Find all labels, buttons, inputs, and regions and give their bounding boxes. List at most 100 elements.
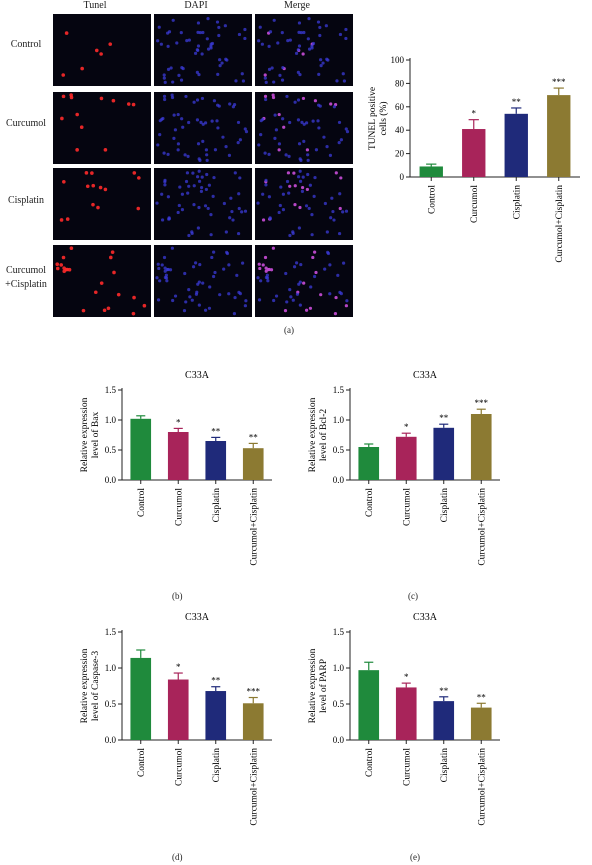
cell-nucleus xyxy=(201,122,205,126)
cell-nucleus xyxy=(210,255,214,260)
y-tick-label: 0.5 xyxy=(333,445,345,455)
chart-title: C33A xyxy=(185,612,210,623)
cell-nucleus xyxy=(132,171,137,175)
row-label-line: Control xyxy=(10,39,42,50)
cell-nucleus xyxy=(235,273,239,277)
cell-nucleus xyxy=(326,251,331,256)
cell-nucleus xyxy=(286,171,291,175)
y-axis-label: Relative expressionlevel of Bax xyxy=(80,397,101,472)
cell-nucleus xyxy=(184,94,188,99)
micrograph-image xyxy=(53,168,151,240)
cell-nucleus xyxy=(338,192,342,196)
bar xyxy=(130,418,152,480)
cell-nucleus xyxy=(230,209,234,214)
cell-nucleus xyxy=(188,295,192,299)
cell-nucleus xyxy=(158,119,162,123)
cell-nucleus xyxy=(173,294,178,298)
cell-nucleus xyxy=(309,285,313,289)
cell-nucleus xyxy=(112,270,116,275)
cell-nucleus xyxy=(337,120,342,125)
cell-nucleus xyxy=(197,72,201,77)
x-tick-label: Curcumol+Cisplatin xyxy=(249,488,259,566)
cell-nucleus xyxy=(271,246,275,250)
cell-nucleus xyxy=(325,230,329,234)
y-tick-label: 60 xyxy=(395,102,405,112)
significance-marker: ** xyxy=(439,686,449,696)
cell-nucleus xyxy=(209,233,213,237)
micrograph-background xyxy=(255,168,353,240)
cell-nucleus xyxy=(210,41,215,46)
cell-nucleus xyxy=(285,94,289,99)
significance-marker: *** xyxy=(475,398,489,408)
cell-nucleus xyxy=(299,30,303,35)
cell-nucleus xyxy=(159,42,163,46)
significance-marker: * xyxy=(176,417,181,427)
micrograph-background xyxy=(255,14,353,86)
cell-nucleus xyxy=(205,172,209,177)
cell-nucleus xyxy=(297,142,302,146)
cell-nucleus xyxy=(213,148,218,152)
cell-nucleus xyxy=(207,306,212,310)
micrograph-image xyxy=(154,245,252,317)
cell-nucleus xyxy=(183,153,187,157)
cell-nucleus xyxy=(339,176,343,180)
cell-nucleus xyxy=(268,216,272,220)
cell-nucleus xyxy=(196,21,201,25)
row-label-control: Control xyxy=(0,38,52,52)
cell-nucleus xyxy=(264,183,268,187)
cell-nucleus xyxy=(160,192,164,196)
cell-nucleus xyxy=(187,38,191,42)
chart-bax: C33A 0.0 0.5 1.0 1.5 Relative expressionlevel… xyxy=(80,370,272,566)
cell-nucleus xyxy=(302,139,306,143)
cell-nucleus xyxy=(311,255,315,260)
cell-nucleus xyxy=(165,279,169,283)
cell-nucleus xyxy=(162,151,166,155)
cell-nucleus xyxy=(304,204,309,208)
cell-nucleus xyxy=(116,292,121,297)
cell-nucleus xyxy=(302,122,306,126)
cell-nucleus xyxy=(213,270,217,275)
cell-nucleus xyxy=(243,36,247,41)
cell-nucleus xyxy=(294,261,299,265)
cell-nucleus xyxy=(93,290,98,295)
cell-nucleus xyxy=(256,201,260,205)
column-header-merge: Merge xyxy=(284,0,310,11)
cell-nucleus xyxy=(196,142,201,146)
cell-nucleus xyxy=(279,185,283,189)
cell-nucleus xyxy=(132,295,136,300)
cell-nucleus xyxy=(231,218,235,222)
micrograph-image xyxy=(154,168,252,240)
row-label-line: Curcumol xyxy=(6,118,46,129)
cell-nucleus xyxy=(227,153,232,157)
cell-nucleus xyxy=(165,268,169,272)
cell-nucleus xyxy=(289,295,293,299)
cell-nucleus xyxy=(281,192,286,196)
cell-nucleus xyxy=(313,175,317,180)
cell-nucleus xyxy=(293,100,297,104)
cell-nucleus xyxy=(341,72,345,76)
row-label-cisplatin: Cisplatin xyxy=(0,194,52,208)
micrograph-background xyxy=(255,245,353,317)
cell-nucleus xyxy=(283,309,288,313)
y-tick-label: 1.5 xyxy=(333,627,345,637)
cell-nucleus xyxy=(264,97,268,102)
y-tick-label: 20 xyxy=(395,149,405,159)
cell-nucleus xyxy=(240,210,244,214)
cell-nucleus xyxy=(184,300,188,304)
significance-marker: ** xyxy=(512,97,522,107)
cell-nucleus xyxy=(204,148,209,152)
cell-nucleus xyxy=(338,32,343,37)
cell-nucleus xyxy=(259,119,263,123)
cell-nucleus xyxy=(319,64,323,68)
cell-nucleus xyxy=(162,73,166,77)
cell-nucleus xyxy=(224,57,228,61)
significance-marker: * xyxy=(472,109,477,119)
cell-nucleus xyxy=(243,27,247,32)
cell-nucleus xyxy=(195,118,200,122)
cell-nucleus xyxy=(344,209,349,213)
cell-nucleus xyxy=(292,171,296,175)
cell-nucleus xyxy=(177,73,181,77)
bar xyxy=(242,703,264,740)
x-tick-label: Control xyxy=(427,185,437,214)
bar xyxy=(242,448,264,480)
